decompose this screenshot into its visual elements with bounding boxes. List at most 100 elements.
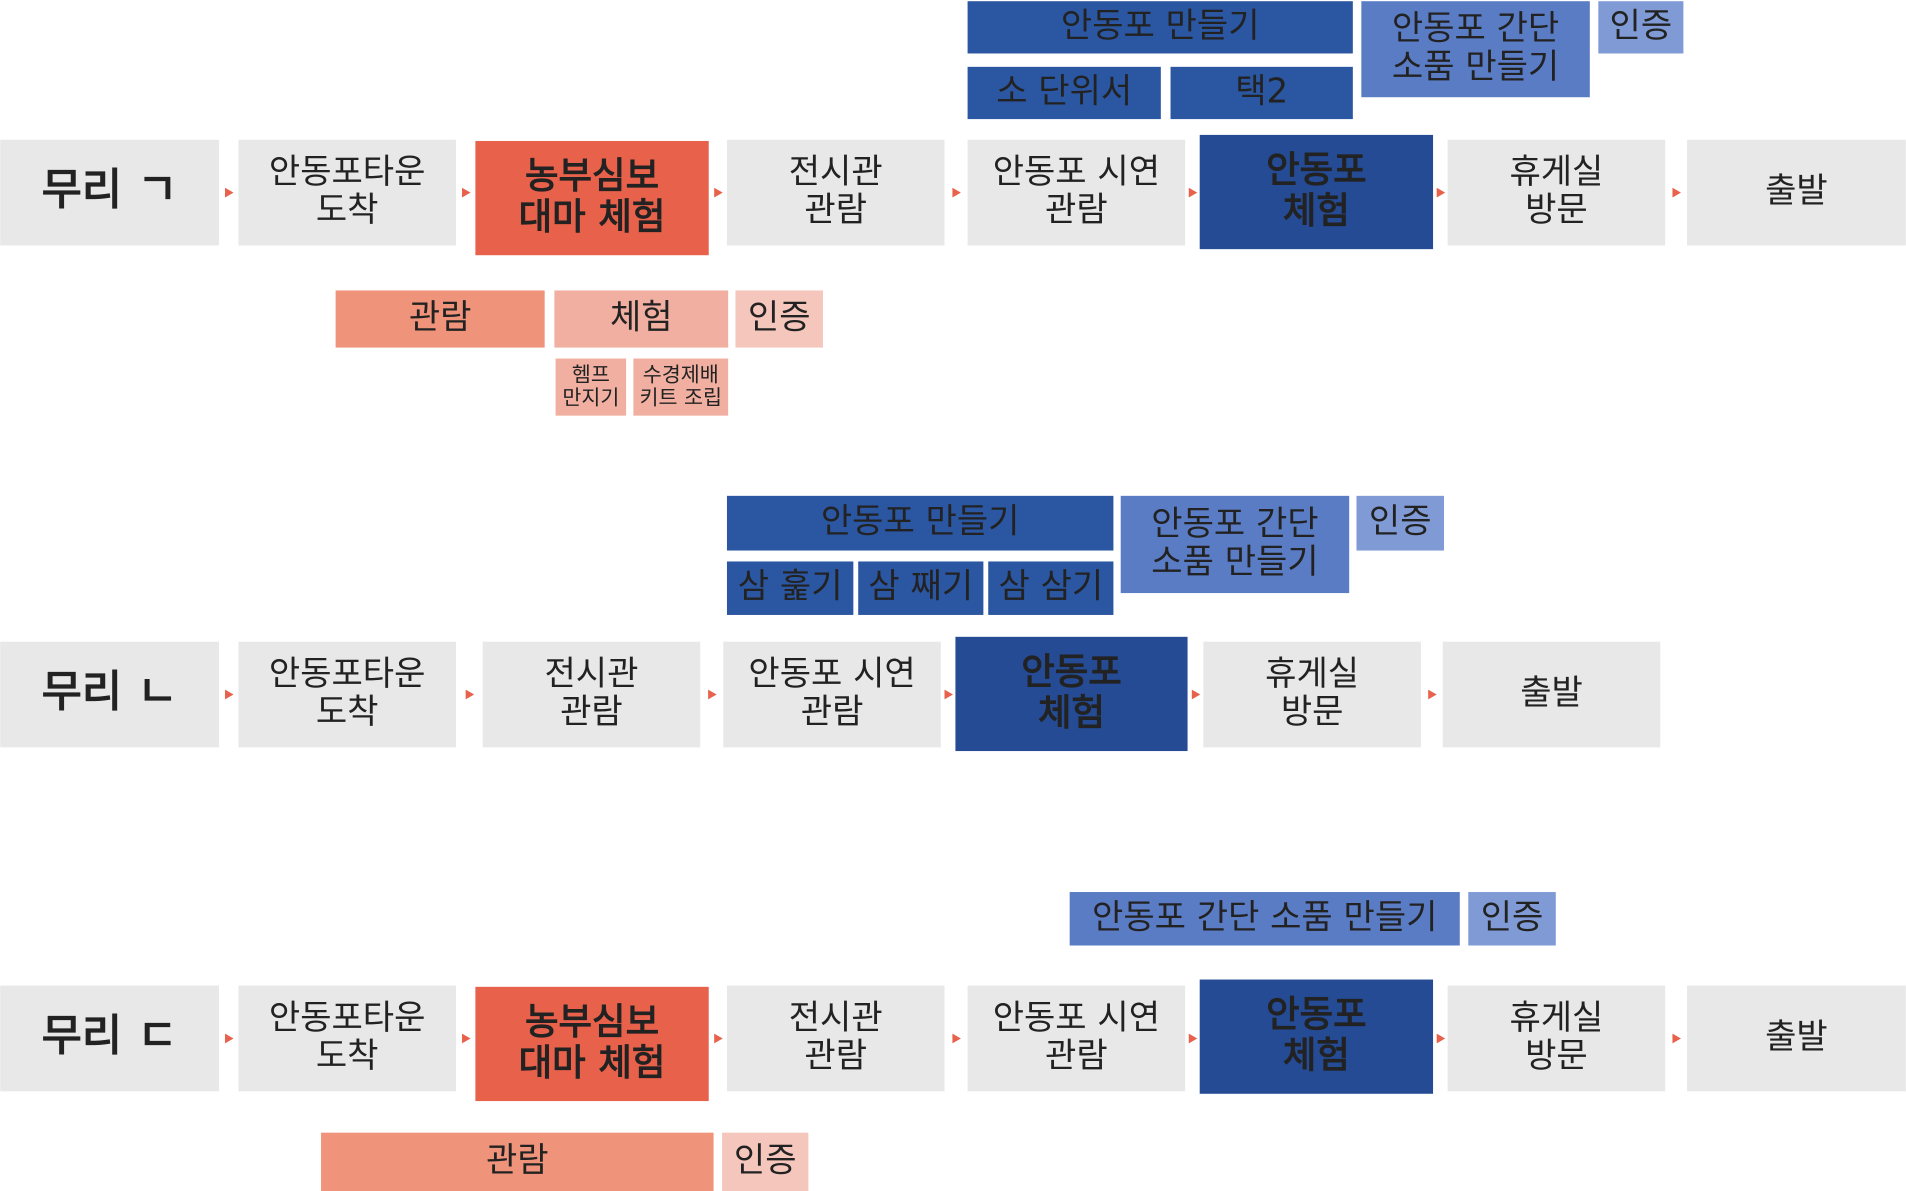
step-text: 방문 bbox=[1525, 190, 1588, 230]
activity bbox=[1069, 892, 1460, 946]
arrow bbox=[1188, 187, 1198, 198]
sub-activity bbox=[735, 290, 823, 348]
step-text: 안동포 bbox=[1266, 148, 1367, 191]
step-text: 관람 bbox=[1045, 190, 1108, 230]
sub-activity-text: 수경제배 bbox=[643, 363, 719, 387]
arrow bbox=[952, 1033, 961, 1044]
step-text: 도착 bbox=[316, 1036, 379, 1076]
group-label-box bbox=[0, 641, 219, 748]
step-text: 안동포타운 bbox=[269, 654, 425, 694]
arrow bbox=[708, 689, 717, 700]
arrow bbox=[714, 187, 723, 198]
step bbox=[1203, 641, 1421, 748]
step-text: 출발 bbox=[1520, 673, 1583, 713]
step-text: 관람 bbox=[1045, 1036, 1108, 1076]
step-text: 관람 bbox=[560, 692, 623, 732]
step-text: 휴게실 bbox=[1265, 654, 1359, 694]
activity-text: 인증 bbox=[1369, 502, 1432, 542]
step bbox=[1199, 979, 1434, 1094]
step bbox=[475, 140, 709, 256]
activity-text: 인증 bbox=[1610, 6, 1673, 46]
arrow bbox=[465, 689, 475, 700]
step bbox=[1442, 641, 1661, 748]
arrow bbox=[1436, 187, 1446, 198]
step-text: 전시관 bbox=[545, 654, 639, 694]
arrow bbox=[225, 1033, 234, 1044]
activity bbox=[1356, 495, 1444, 551]
arrow bbox=[1428, 689, 1437, 700]
sub-activity-text: 관람 bbox=[486, 1140, 549, 1180]
step-text: 관람 bbox=[801, 692, 864, 732]
activity bbox=[858, 561, 984, 615]
step-text: 휴게실 bbox=[1509, 152, 1603, 192]
step-text: 체험 bbox=[1283, 1034, 1350, 1077]
step-text: 안동포 bbox=[1021, 650, 1122, 693]
activity-text: 소 단위서 bbox=[996, 71, 1132, 111]
step bbox=[723, 641, 941, 748]
group-label: 무리 ㄷ bbox=[42, 1010, 178, 1061]
step-text: 방문 bbox=[1525, 1036, 1588, 1076]
activity-text: 삼 째기 bbox=[868, 567, 973, 607]
sub-activity bbox=[722, 1132, 809, 1191]
sub-activity bbox=[554, 290, 729, 348]
group-label-box bbox=[0, 985, 219, 1092]
arrow bbox=[462, 187, 471, 198]
arrow bbox=[944, 689, 953, 700]
step-text: 안동포타운 bbox=[269, 998, 425, 1038]
activity-text: 삼 삼기 bbox=[998, 567, 1103, 607]
step-text: 농부심보 bbox=[525, 154, 659, 197]
sub-activity bbox=[335, 290, 545, 348]
step bbox=[238, 985, 456, 1092]
arrow bbox=[1436, 1033, 1446, 1044]
step bbox=[1447, 985, 1666, 1092]
step bbox=[1447, 139, 1666, 246]
step-text: 도착 bbox=[316, 190, 379, 230]
step-text: 출발 bbox=[1765, 1017, 1828, 1057]
activity-text: 삼 훑기 bbox=[738, 567, 843, 607]
step bbox=[726, 139, 945, 246]
sub-activity-text: 체험 bbox=[610, 298, 673, 338]
group-label: 무리 ㄴ bbox=[42, 667, 178, 718]
step-text: 체험 bbox=[1038, 691, 1105, 734]
sub-activity-text: 키트 조립 bbox=[639, 386, 722, 410]
step bbox=[1687, 139, 1906, 246]
step-text: 대마 체험 bbox=[519, 195, 666, 238]
sub-activity bbox=[633, 358, 729, 416]
group-label: 무리 ㄱ bbox=[42, 165, 178, 216]
step bbox=[238, 641, 456, 748]
step-text: 체험 bbox=[1283, 189, 1350, 232]
arrow bbox=[1672, 1033, 1681, 1044]
step-text: 안동포타운 bbox=[269, 152, 425, 192]
step-text: 도착 bbox=[316, 692, 379, 732]
arrow bbox=[225, 689, 234, 700]
activity bbox=[1361, 1, 1590, 98]
activity bbox=[967, 1, 1353, 54]
arrow bbox=[225, 187, 234, 198]
sub-activity-text: 헴프 bbox=[572, 363, 610, 387]
step-text: 안동포 시연 bbox=[993, 998, 1160, 1038]
step-text: 안동포 시연 bbox=[993, 152, 1160, 192]
step-text: 방문 bbox=[1281, 692, 1344, 732]
activity bbox=[1598, 1, 1684, 54]
arrow bbox=[462, 1033, 471, 1044]
step bbox=[238, 139, 456, 246]
step bbox=[482, 641, 701, 748]
step bbox=[967, 139, 1186, 246]
activity bbox=[726, 561, 854, 615]
step-text: 안동포 시연 bbox=[748, 654, 915, 694]
activity-text: 안동포 만들기 bbox=[1061, 6, 1260, 46]
step-text: 관람 bbox=[804, 190, 867, 230]
activity bbox=[988, 561, 1114, 615]
sub-activity-text: 관람 bbox=[409, 298, 472, 338]
arrow bbox=[1188, 1033, 1198, 1044]
sub-activity-text: 인증 bbox=[748, 298, 811, 338]
activity bbox=[1170, 66, 1353, 120]
sub-activity bbox=[555, 358, 627, 416]
activity bbox=[967, 66, 1161, 120]
step bbox=[475, 986, 709, 1102]
sub-activity bbox=[321, 1132, 714, 1191]
step-text: 전시관 bbox=[789, 152, 883, 192]
step-text: 휴게실 bbox=[1509, 998, 1603, 1038]
